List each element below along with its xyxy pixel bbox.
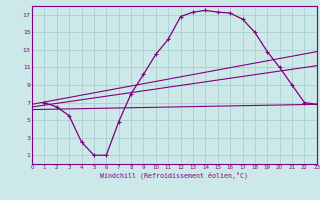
X-axis label: Windchill (Refroidissement éolien,°C): Windchill (Refroidissement éolien,°C) bbox=[100, 172, 248, 179]
